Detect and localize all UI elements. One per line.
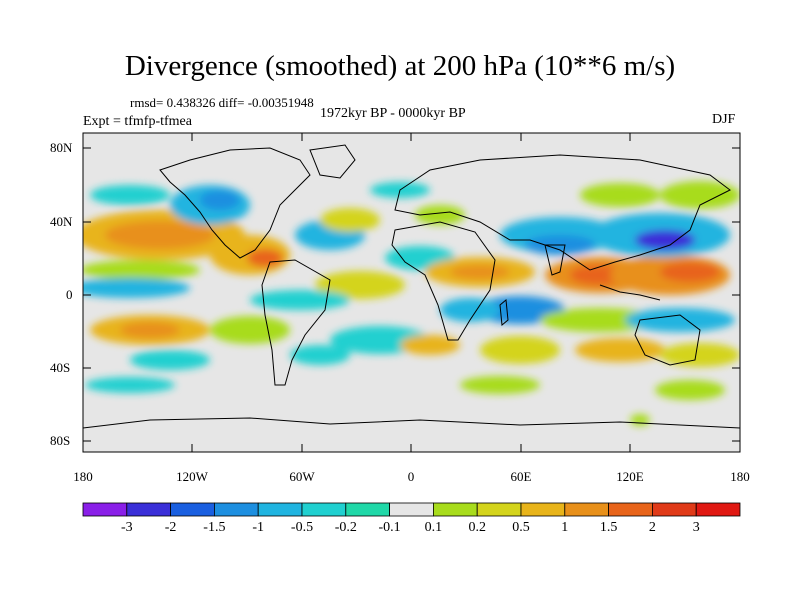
lon-label-0: 0 [407, 469, 415, 484]
colorbar-box-2 [170, 502, 215, 517]
colorbar-box-7 [389, 502, 434, 517]
lat-label-0: 0 [66, 287, 73, 302]
colorbar-box-9 [476, 502, 522, 517]
coastlines [83, 144, 740, 429]
colorbar-box-3 [213, 502, 259, 517]
lon-label-60w: 60W [289, 469, 315, 484]
colorbar-box-6 [345, 502, 390, 517]
colorbar-label-4: -0.5 [290, 520, 314, 535]
colorbar-label-6: -0.1 [378, 520, 401, 535]
colorbar-label-9: 0.5 [512, 520, 530, 535]
period-label: 1972kyr BP - 0000kyr BP [320, 106, 466, 121]
colorbar-box-1 [126, 502, 172, 517]
season-label: DJF [712, 112, 736, 127]
colorbar-box-12 [608, 502, 653, 517]
stats-text: rmsd= 0.438326 diff= -0.00351948 [130, 95, 314, 110]
colorbar-label-3: -1 [252, 520, 265, 535]
colorbar-label-13: 3 [692, 520, 700, 535]
colorbar-box-0 [82, 502, 128, 517]
colorbar-box-14 [695, 502, 741, 517]
lon-label-120w: 120W [176, 469, 208, 484]
lon-ticks [82, 133, 741, 452]
lat-label-40s: 40S [50, 360, 71, 375]
colorbar-label-11: 1.5 [599, 520, 618, 535]
lat-label-80s: 80S [50, 433, 71, 448]
colorbar-label-0: -3 [120, 520, 133, 535]
colorbar-label-7: 0.1 [424, 520, 443, 535]
colorbar-box-10 [520, 502, 566, 517]
colorbar-label-8: 0.2 [468, 520, 486, 535]
colorbar-box-11 [564, 502, 609, 517]
colorbar-label-10: 1 [561, 520, 569, 535]
colorbar-label-1: -2 [164, 520, 177, 535]
plot-title: Divergence (smoothed) at 200 hPa (10**6 … [124, 50, 676, 82]
colorbar [82, 502, 741, 517]
colorbar-label-5: -0.2 [334, 520, 357, 535]
lat-ticks [83, 147, 740, 442]
colorbar-box-4 [257, 502, 303, 517]
lon-label-60e: 60E [510, 469, 532, 484]
lon-label-180w: 180 [73, 469, 93, 484]
colorbar-box-5 [301, 502, 347, 517]
experiment-label: Expt = tfmfp-tfmea [83, 114, 192, 129]
lat-label-40n: 40N [50, 214, 73, 229]
lat-label-80n: 80N [50, 140, 73, 155]
lon-label-180e: 180 [730, 469, 750, 484]
colorbar-label-12: 2 [648, 520, 656, 535]
colorbar-box-13 [652, 502, 697, 517]
colorbar-label-2: -1.5 [203, 520, 226, 535]
colorbar-box-8 [432, 502, 478, 517]
lon-label-120e: 120E [616, 469, 644, 484]
